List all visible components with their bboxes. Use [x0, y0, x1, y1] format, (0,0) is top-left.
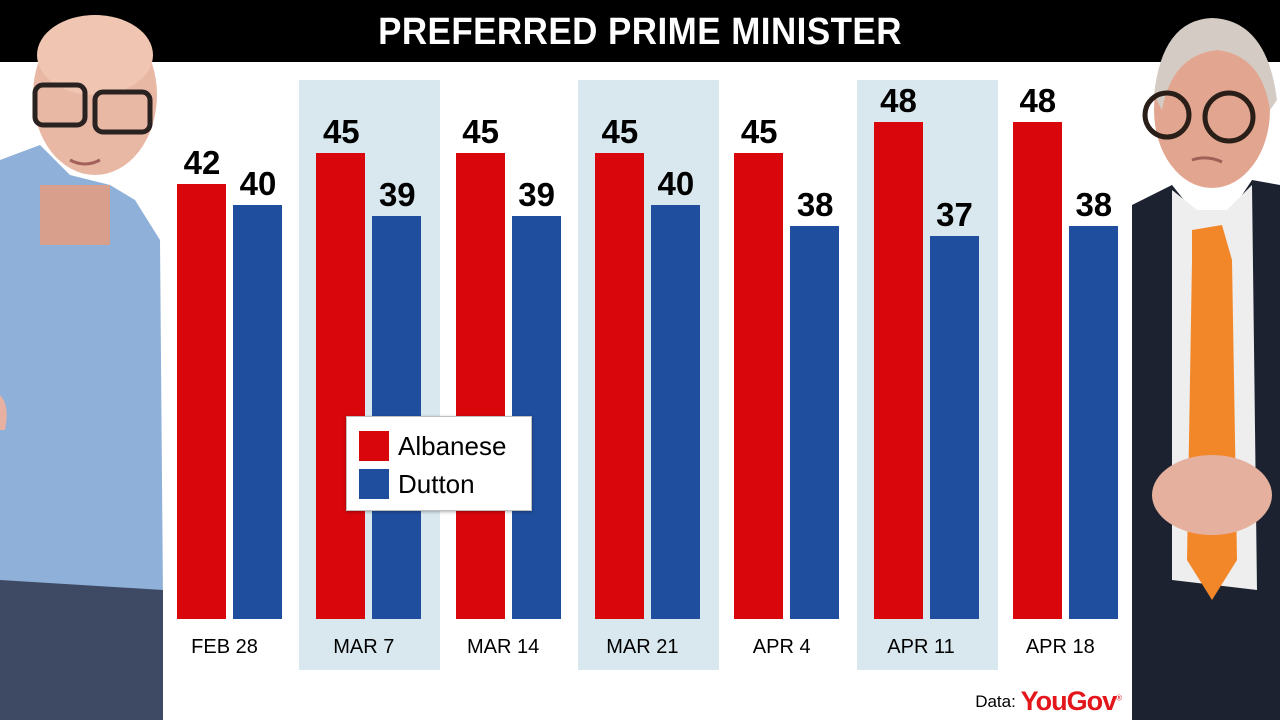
dutton-photo — [0, 15, 163, 720]
x-axis-label: MAR 7 — [333, 636, 395, 658]
bar-albanese — [734, 153, 784, 619]
chart-title: PREFERRED PRIME MINISTER — [378, 11, 902, 53]
registered-mark: ® — [1116, 693, 1122, 703]
legend-label-dutton: Dutton — [398, 469, 475, 499]
value-label-dutton: 40 — [239, 165, 277, 203]
value-label-dutton: 40 — [657, 165, 695, 203]
value-label-dutton: 39 — [378, 175, 416, 213]
value-label-dutton: 37 — [936, 196, 973, 234]
title-bar — [0, 0, 1280, 62]
value-label-albanese: 42 — [183, 144, 221, 182]
legend-label-albanese: Albanese — [398, 431, 507, 461]
bar-dutton — [650, 205, 700, 619]
value-label-dutton: 38 — [796, 186, 834, 223]
yougov-logo: YouGov — [1020, 686, 1118, 716]
x-axis-label: APR 11 — [887, 636, 955, 658]
bar-dutton — [790, 226, 840, 619]
bar-dutton — [929, 236, 979, 619]
x-axis-label: FEB 28 — [191, 636, 258, 658]
value-label-albanese: 45 — [462, 113, 499, 151]
x-axis-label: APR 4 — [752, 636, 811, 658]
value-label-albanese: 45 — [740, 113, 778, 151]
legend: Albanese Dutton — [346, 416, 532, 511]
bar-dutton — [1068, 226, 1118, 619]
source-credit: Data: YouGov® — [975, 686, 1122, 717]
legend-swatch-albanese — [359, 431, 389, 461]
x-axis-label: MAR 14 — [466, 636, 540, 658]
value-label-albanese: 48 — [880, 82, 917, 119]
value-label-albanese: 45 — [601, 113, 639, 151]
bar-albanese — [455, 153, 505, 619]
legend-swatch-dutton — [359, 469, 389, 499]
value-label-albanese: 48 — [1019, 82, 1057, 119]
x-axis-label: MAR 21 — [606, 636, 679, 658]
value-label-dutton: 38 — [1075, 186, 1113, 223]
x-axis-label: APR 18 — [1025, 636, 1095, 658]
bar-dutton — [233, 205, 282, 619]
value-label-albanese: 45 — [322, 113, 360, 151]
bar-albanese — [177, 184, 226, 619]
bar-albanese — [1012, 122, 1062, 619]
value-label-dutton: 39 — [518, 175, 555, 213]
bar-albanese — [594, 153, 644, 619]
bar-albanese — [316, 153, 366, 619]
bar-albanese — [873, 122, 923, 619]
source-prefix: Data: — [975, 692, 1016, 711]
albanese-photo — [1132, 18, 1280, 720]
